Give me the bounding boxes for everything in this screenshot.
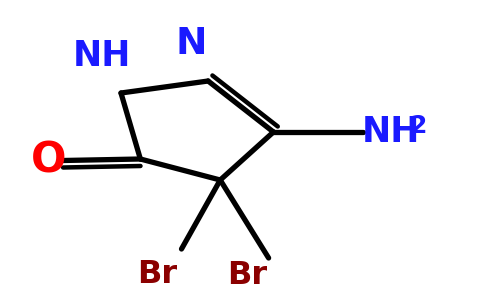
Text: N: N xyxy=(175,26,207,62)
Text: NH: NH xyxy=(73,38,131,73)
Text: Br: Br xyxy=(137,259,177,290)
Text: Br: Br xyxy=(227,260,267,292)
Text: NH: NH xyxy=(362,115,420,149)
Text: 2: 2 xyxy=(410,114,428,138)
Text: O: O xyxy=(31,140,67,182)
